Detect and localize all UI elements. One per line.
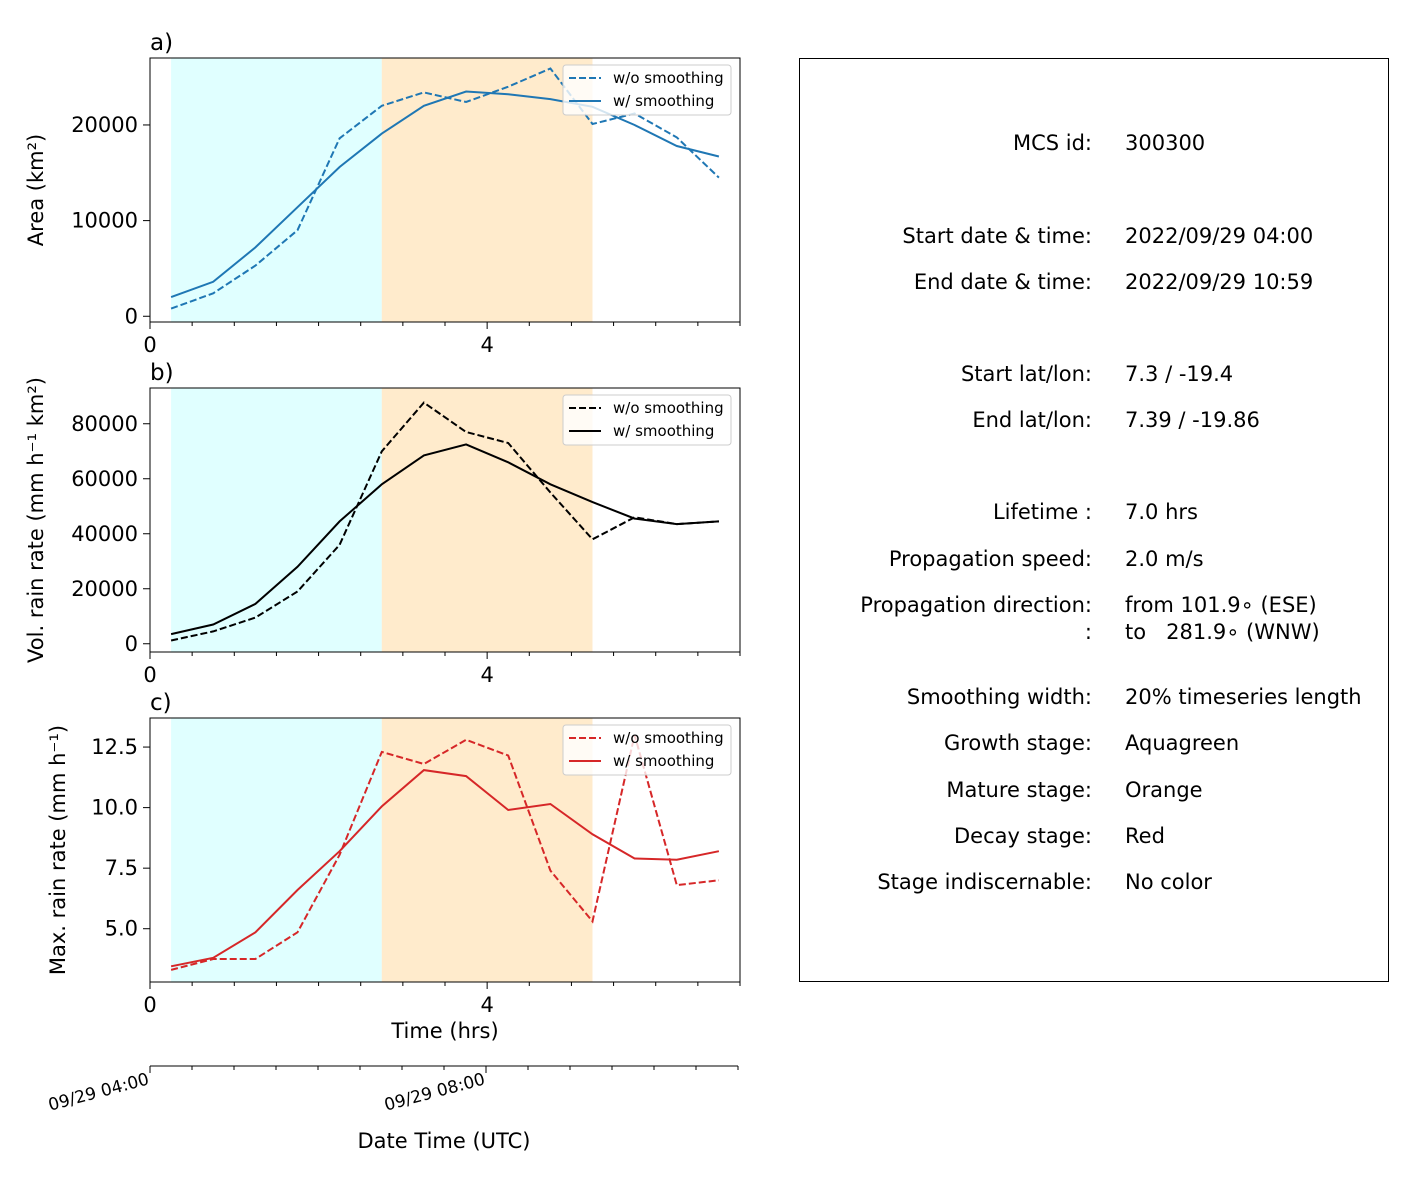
y-tick-label: 40000 <box>71 522 138 546</box>
info-row-stage-indiscernable: Stage indiscernable: No color <box>800 870 1388 896</box>
info-row-lifetime: Lifetime : 7.0 hrs <box>800 500 1388 526</box>
datetime-axis: 09/29 04:00 09/29 08:00 Date Time (UTC) <box>46 1065 739 1153</box>
y-tick-label: 0 <box>125 632 138 656</box>
y-tick-label: 10000 <box>71 209 138 233</box>
info-label: End date & time: <box>913 270 1092 294</box>
datetime-axis-label: Date Time (UTC) <box>358 1129 531 1153</box>
y-tick-label: 80000 <box>71 412 138 436</box>
info-value: 2022/09/29 10:59 <box>1125 270 1314 294</box>
legend-label: w/ smoothing <box>613 92 714 110</box>
growth-stage-band <box>171 388 382 652</box>
series-smoothed-line <box>170 443 719 636</box>
info-row-smoothing-width: Smoothing width: 20% timeseries length <box>800 685 1388 711</box>
info-label: Start date & time: <box>902 224 1092 248</box>
mature-stage-band <box>381 718 593 982</box>
x-tick-label: 4 <box>480 993 493 1017</box>
info-value: 7.39 / -19.86 <box>1125 408 1260 432</box>
legend-box <box>562 394 732 446</box>
info-label: Smoothing width: <box>906 685 1092 709</box>
series-smoothed-line <box>170 90 720 299</box>
info-label: Propagation direction: <box>860 593 1092 617</box>
info-label: End lat/lon: <box>972 408 1092 432</box>
growth-stage-band <box>171 58 382 322</box>
mature-stage-band <box>381 58 593 322</box>
y-axis-label: Max. rain rate (mm h⁻¹) <box>46 725 70 975</box>
info-value: to 281.9∘ (WNW) <box>1125 620 1320 644</box>
datetime-tick-label: 09/29 04:00 <box>46 1070 151 1116</box>
x-tick-label: 0 <box>143 663 156 687</box>
y-tick-label: 20000 <box>71 113 138 137</box>
x-axis-label: Time (hrs) <box>390 1019 498 1043</box>
y-tick-label: 0 <box>125 304 138 328</box>
info-label: Propagation speed: <box>888 547 1092 571</box>
info-value: No color <box>1125 870 1212 894</box>
info-value: 7.3 / -19.4 <box>1125 362 1234 386</box>
mature-stage-band <box>381 388 593 652</box>
x-tick-label: 4 <box>480 663 493 687</box>
info-value: Aquagreen <box>1125 731 1240 755</box>
y-axis-label: Vol. rain rate (mm h⁻¹ km²) <box>24 377 48 663</box>
y-tick-label: 20000 <box>71 577 138 601</box>
legend-label: w/o smoothing <box>613 729 724 747</box>
info-row-decay-stage: Decay stage: Red <box>800 824 1388 850</box>
panel-label: b) <box>150 360 174 386</box>
legend-label: w/o smoothing <box>613 399 724 417</box>
info-value: Orange <box>1125 778 1203 802</box>
series-smoothed-line <box>170 769 720 968</box>
panel-label: a) <box>150 30 173 56</box>
info-row-propagation-direction: Propagation direction: from 101.9∘ (ESE) <box>800 593 1388 619</box>
info-value: Red <box>1125 824 1165 848</box>
info-row-start-time: Start date & time: 2022/09/29 04:00 <box>800 224 1388 250</box>
info-label: : <box>1084 620 1092 644</box>
legend-label: w/ smoothing <box>613 752 714 770</box>
info-label: Lifetime : <box>992 500 1092 524</box>
info-label: Start lat/lon: <box>960 362 1092 386</box>
series-raw-line <box>170 67 720 310</box>
legend: w/o smoothing w/ smoothing <box>562 724 732 776</box>
series-raw-line <box>170 401 719 642</box>
y-axis-label: Area (km²) <box>24 134 48 246</box>
info-row-mature-stage: Mature stage: Orange <box>800 778 1388 804</box>
growth-stage-band <box>171 718 382 982</box>
legend: w/o smoothing w/ smoothing <box>562 64 732 116</box>
info-value: from 101.9∘ (ESE) <box>1125 593 1317 617</box>
info-panel: MCS id: 300300 Start date & time: 2022/0… <box>799 58 1389 982</box>
x-tick-label: 4 <box>480 333 493 357</box>
info-row-mcs-id: MCS id: 300300 <box>800 131 1388 157</box>
info-value: 7.0 hrs <box>1125 500 1198 524</box>
y-tick-label: 5.0 <box>105 917 138 941</box>
legend-box <box>562 64 732 116</box>
x-tick-label: 0 <box>143 993 156 1017</box>
info-value: 300300 <box>1125 131 1206 155</box>
info-row-end-time: End date & time: 2022/09/29 10:59 <box>800 270 1388 296</box>
info-label: Mature stage: <box>946 778 1092 802</box>
y-tick-label: 12.5 <box>91 735 138 759</box>
info-row-propagation-direction-to: : to 281.9∘ (WNW) <box>800 620 1388 646</box>
info-row-end-latlon: End lat/lon: 7.39 / -19.86 <box>800 408 1388 434</box>
panel-3: 0 4 5.0 7.5 10.0 12.5 Max. rain rate (mm h⁻¹) c… <box>46 690 741 1043</box>
datetime-tick-label: 09/29 08:00 <box>382 1070 487 1116</box>
info-label: Growth stage: <box>943 731 1092 755</box>
x-tick-label: 0 <box>143 333 156 357</box>
info-row-start-latlon: Start lat/lon: 7.3 / -19.4 <box>800 362 1388 388</box>
info-value: 2.0 m/s <box>1125 547 1204 571</box>
panel-2: 0 4 0 20000 40000 60000 80000 Vol. rain rate (m… <box>24 360 741 687</box>
info-label: MCS id: <box>1012 131 1092 155</box>
y-tick-label: 7.5 <box>105 856 138 880</box>
info-value: 20% timeseries length <box>1125 685 1362 709</box>
legend-label: w/ smoothing <box>613 422 714 440</box>
legend-box <box>562 724 732 776</box>
info-label: Decay stage: <box>954 824 1092 848</box>
y-tick-label: 60000 <box>71 467 138 491</box>
info-value: 2022/09/29 04:00 <box>1125 224 1314 248</box>
info-row-growth-stage: Growth stage: Aquagreen <box>800 731 1388 757</box>
info-label: Stage indiscernable: <box>877 870 1092 894</box>
panel-label: c) <box>150 690 172 716</box>
y-tick-label: 10.0 <box>91 796 138 820</box>
info-row-propagation-speed: Propagation speed: 2.0 m/s <box>800 547 1388 573</box>
legend-label: w/o smoothing <box>613 69 724 87</box>
legend: w/o smoothing w/ smoothing <box>562 394 732 446</box>
